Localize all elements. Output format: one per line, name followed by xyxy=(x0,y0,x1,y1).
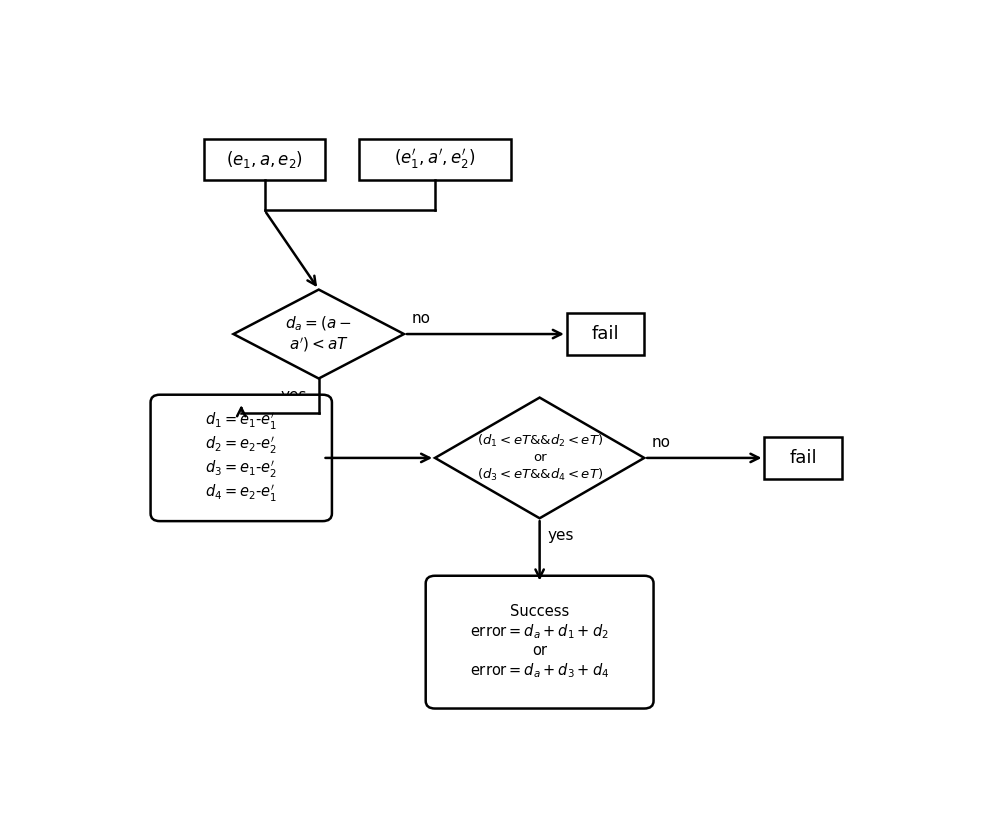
Text: fail: fail xyxy=(592,325,619,343)
Text: no: no xyxy=(412,311,431,327)
Text: $(e_1,a,e_2)$: $(e_1,a,e_2)$ xyxy=(226,148,303,170)
FancyBboxPatch shape xyxy=(426,576,654,709)
Text: $(d_1<eT$&&$d_2<eT)$
or
$(d_3<eT$&&$d_4<eT)$: $(d_1<eT$&&$d_2<eT)$ or $(d_3<eT$&&$d_4<… xyxy=(477,433,603,483)
Bar xyxy=(204,139,325,180)
Text: no: no xyxy=(652,436,671,450)
Text: $(e_1^{\prime},a^{\prime},e_2^{\prime})$: $(e_1^{\prime},a^{\prime},e_2^{\prime})$ xyxy=(394,148,476,172)
Text: Success
$\mathrm{error}=d_a+d_1+d_2$
or
$\mathrm{error}=d_a+d_3+d_4$: Success $\mathrm{error}=d_a+d_1+d_2$ or … xyxy=(470,605,609,680)
Bar xyxy=(764,437,842,478)
Text: $d_a=(a-$
$a^{\prime})<aT$: $d_a=(a-$ $a^{\prime})<aT$ xyxy=(285,314,352,354)
Text: yes: yes xyxy=(547,528,574,543)
Polygon shape xyxy=(234,290,404,379)
Text: yes: yes xyxy=(281,388,307,403)
FancyBboxPatch shape xyxy=(151,394,332,521)
Text: $d_1=e_1$-$e_1^{\prime}$
$d_2=e_2$-$e_2^{\prime}$
$d_3=e_1$-$e_2^{\prime}$
$d_4=: $d_1=e_1$-$e_1^{\prime}$ $d_2=e_2$-$e_2^… xyxy=(205,412,277,505)
Polygon shape xyxy=(435,398,644,518)
Bar xyxy=(567,314,644,355)
Bar xyxy=(359,139,511,180)
Text: fail: fail xyxy=(789,449,817,467)
